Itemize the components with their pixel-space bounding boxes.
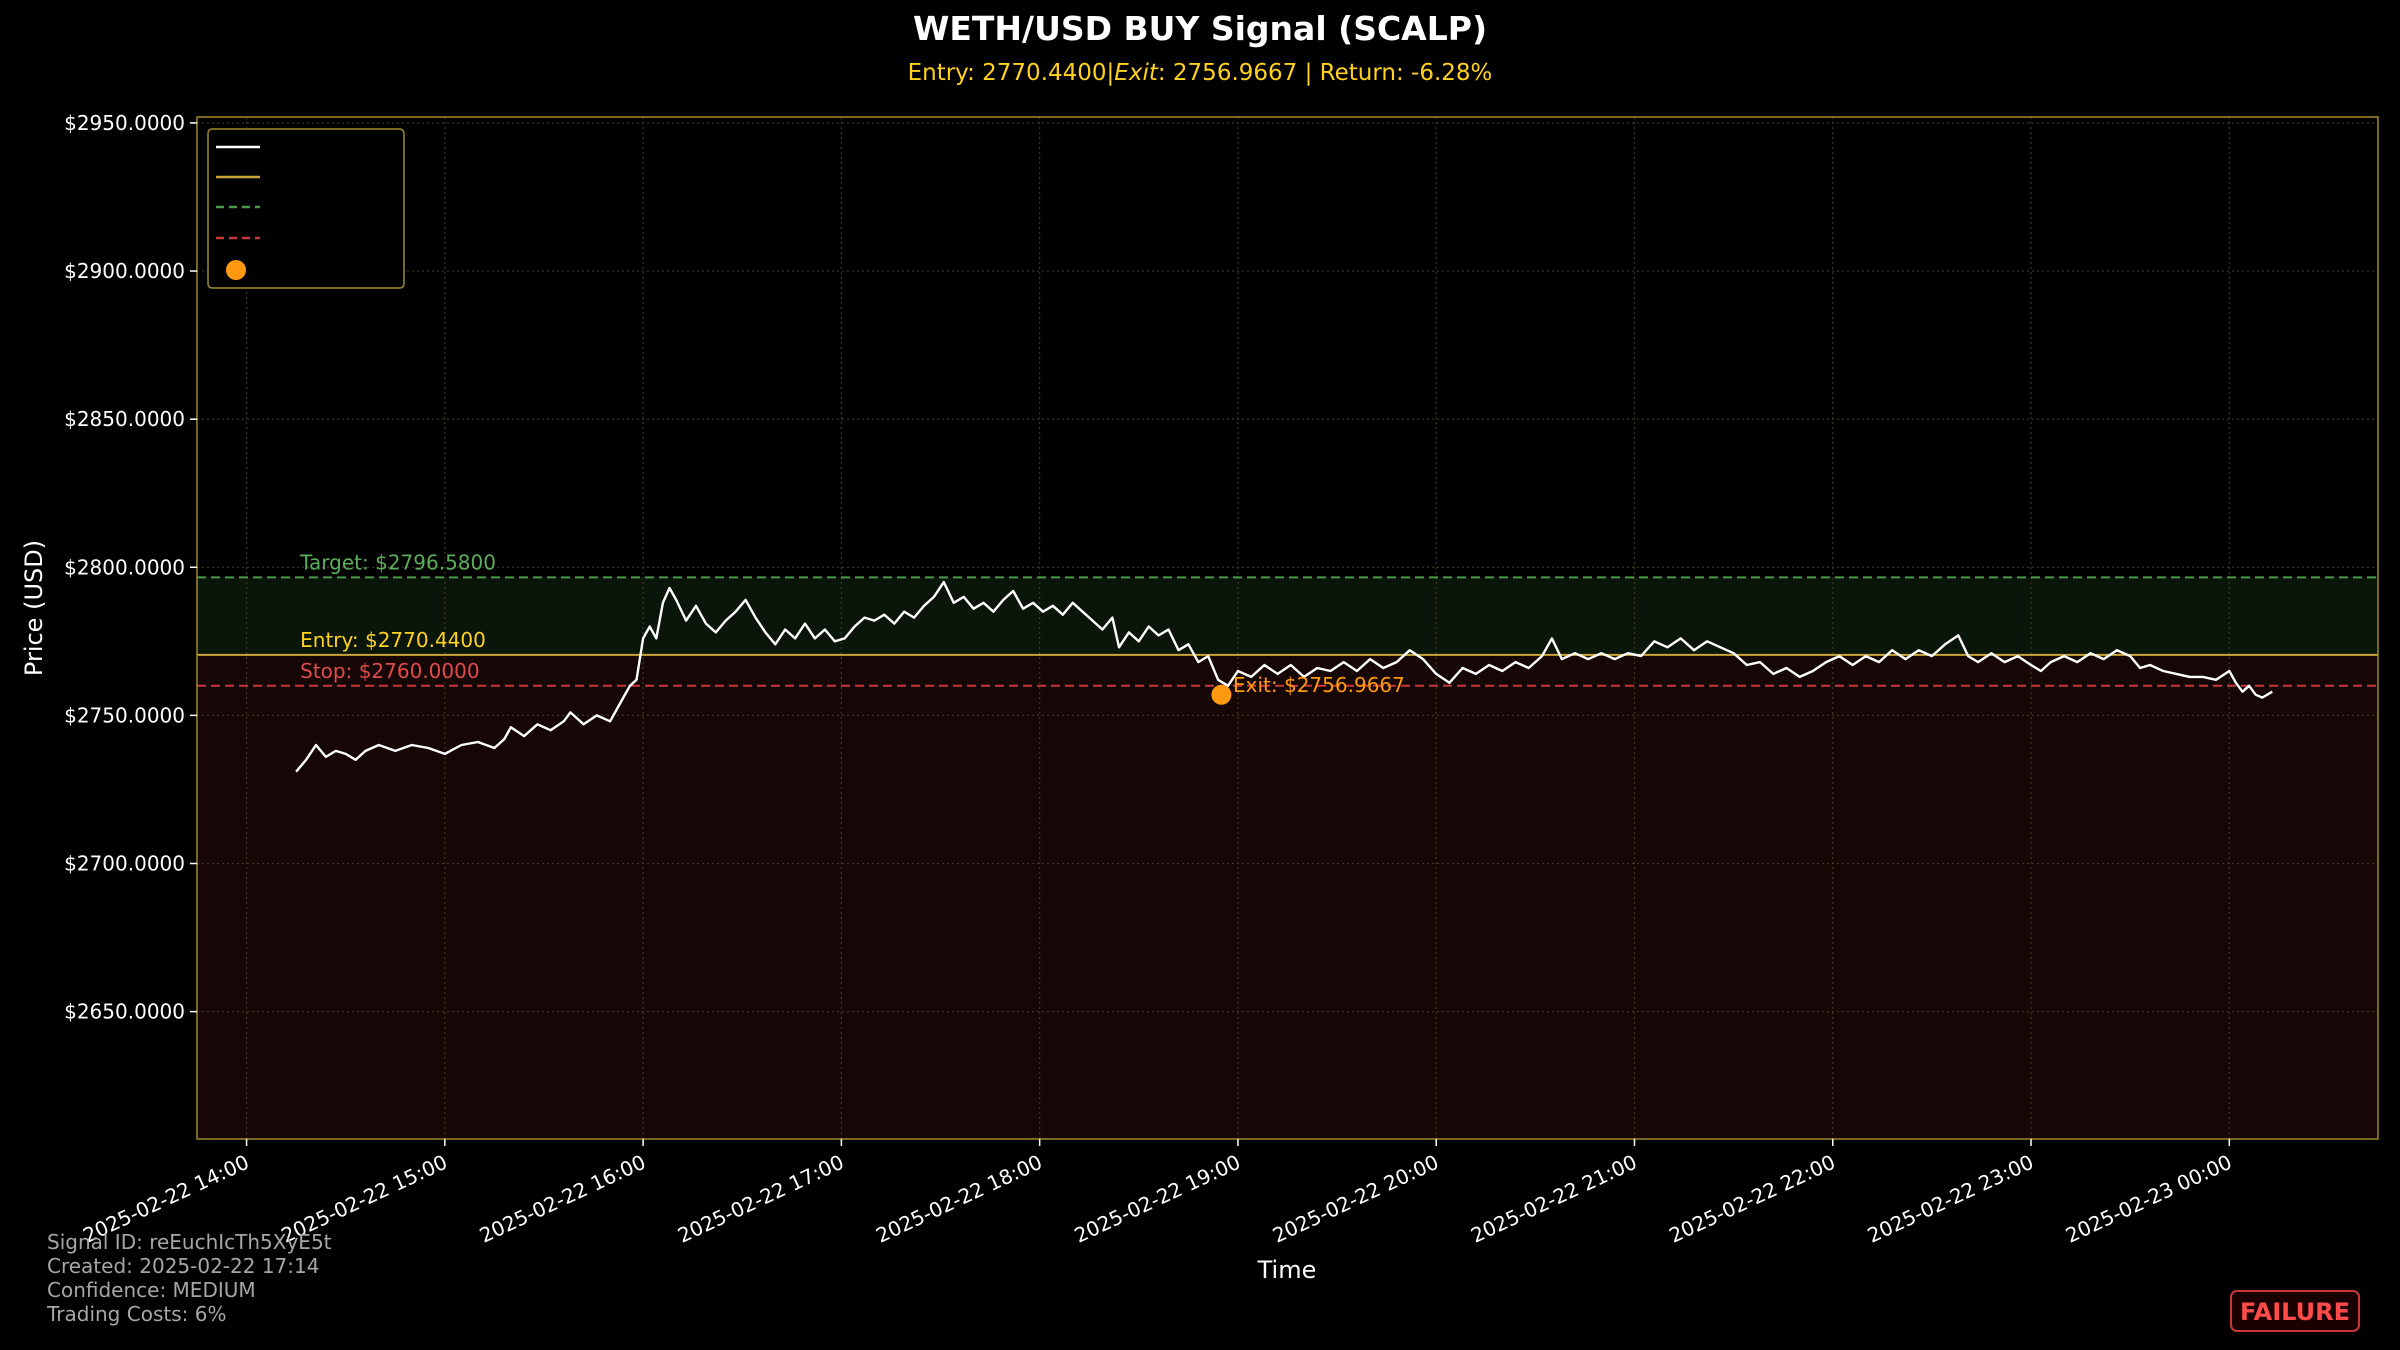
y-tick-label: $2850.0000 [64,407,185,431]
grid [197,117,2378,1139]
exit-marker-group: Exit: $2756.9667 [1211,673,1405,705]
legend-marker-dot [226,260,246,280]
target-label: Target: $2796.5800 [299,550,496,574]
trading-costs: Trading Costs: 6% [46,1302,226,1326]
status-badge-box [2230,1290,2360,1332]
stop-label: Stop: $2760.0000 [300,659,479,683]
loss-zone [197,654,2378,1139]
exit-label: Exit: $2756.9667 [1233,673,1405,697]
y-tick-label: $2950.0000 [64,111,185,135]
y-tick-label: $2900.0000 [64,259,185,283]
status-badge: FAILURE [2230,1290,2360,1332]
y-tick-label: $2650.0000 [64,1000,185,1024]
subtitle-return: | Return: -6.28% [1297,60,1492,86]
chart-subtitle: Entry: 2770.4400|Exit: 2756.9667 | Retur… [908,60,1493,86]
plot-frame [196,116,2379,1140]
subtitle-exit-label: Exit [1114,60,1159,86]
price-levels: Target: $2796.5800 Entry: $2770.4400 Stop:… [197,550,2378,687]
chart-title: WETH/USD BUY Signal (SCALP) [913,9,1487,48]
price-line [295,580,2273,773]
y-tick-label: $2700.0000 [64,852,185,876]
confidence: Confidence: MEDIUM [47,1278,256,1302]
x-axis-label: Time [1257,1256,1317,1284]
exit-point [1211,684,1232,705]
y-axis-label: Price (USD) [20,540,48,676]
created-date: Created: 2025-02-22 17:14 [47,1254,319,1278]
subtitle-exit-value: : 2756.9667 [1158,60,1297,86]
zones [197,577,2378,1139]
price-series-group [295,580,2273,773]
legend [207,128,405,289]
status-badge-text: FAILURE [2240,1298,2350,1326]
signal-id: Signal ID: reEuchIcTh5XyE5t [47,1230,332,1254]
y-tick-label: $2800.0000 [64,555,185,579]
y-axis-ticks: $2650.0000 $2700.0000 $2750.0000 $2800.0000… [64,111,197,1024]
legend-box [207,128,405,289]
subtitle-entry: Entry: 2770.4400| [908,60,1115,86]
entry-label: Entry: $2770.4400 [300,628,486,652]
footer-info: Signal ID: reEuchIcTh5XyE5t Created: 202… [46,1230,332,1326]
profit-zone [197,577,2378,655]
y-tick-label: $2750.0000 [64,703,185,727]
